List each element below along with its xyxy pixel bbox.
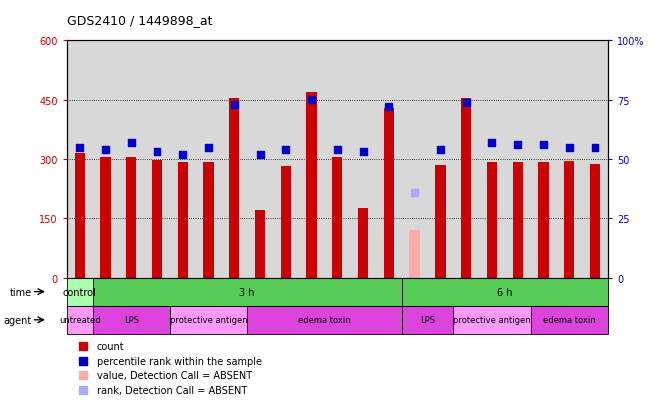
Point <box>178 152 188 158</box>
Bar <box>530 306 608 334</box>
Point <box>126 140 136 146</box>
Text: untreated: untreated <box>59 316 100 325</box>
Point <box>281 147 291 154</box>
Bar <box>454 306 530 334</box>
Text: control: control <box>63 287 97 297</box>
Bar <box>170 306 247 334</box>
Point <box>461 100 472 106</box>
Point <box>229 102 240 109</box>
Text: agent: agent <box>3 315 31 325</box>
Text: LPS: LPS <box>124 316 139 325</box>
Text: rank, Detection Call = ABSENT: rank, Detection Call = ABSENT <box>97 385 246 395</box>
Point <box>480 267 490 274</box>
Point <box>486 140 497 146</box>
Bar <box>307 93 317 278</box>
Text: 6 h: 6 h <box>497 287 512 297</box>
Bar <box>255 210 265 278</box>
Bar <box>512 162 523 278</box>
Bar <box>247 306 401 334</box>
Bar <box>67 306 93 334</box>
Text: edema toxin: edema toxin <box>298 316 351 325</box>
Bar <box>564 161 574 278</box>
Point <box>152 149 162 156</box>
Bar <box>401 278 608 306</box>
Bar <box>67 211 608 278</box>
Text: edema toxin: edema toxin <box>543 316 596 325</box>
Point <box>255 152 265 158</box>
Bar <box>436 166 446 278</box>
Point <box>480 134 490 141</box>
Bar <box>409 230 420 278</box>
Text: protective antigen: protective antigen <box>170 316 247 325</box>
Bar <box>100 158 111 278</box>
Point <box>538 142 549 149</box>
Bar <box>203 162 214 278</box>
Text: protective antigen: protective antigen <box>453 316 531 325</box>
Point <box>480 1 490 8</box>
Bar <box>590 164 600 278</box>
Text: LPS: LPS <box>420 316 435 325</box>
Bar <box>93 306 170 334</box>
Point <box>564 145 574 151</box>
Bar <box>487 162 497 278</box>
Bar <box>461 98 472 278</box>
Point <box>409 190 420 196</box>
Point <box>512 142 523 149</box>
Bar <box>281 166 291 278</box>
Point <box>358 149 369 156</box>
Point <box>100 147 111 154</box>
Text: percentile rank within the sample: percentile rank within the sample <box>97 356 262 366</box>
Point <box>74 145 85 151</box>
Text: count: count <box>97 341 124 351</box>
Bar <box>93 278 401 306</box>
Bar <box>358 208 368 278</box>
Text: value, Detection Call = ABSENT: value, Detection Call = ABSENT <box>97 370 252 380</box>
Point <box>383 104 394 111</box>
Bar <box>538 162 548 278</box>
Text: GDS2410 / 1449898_at: GDS2410 / 1449898_at <box>67 14 212 27</box>
Point <box>306 97 317 104</box>
Point <box>203 145 214 151</box>
Bar <box>383 108 394 278</box>
Point <box>332 147 343 154</box>
Bar <box>126 158 136 278</box>
Bar <box>332 158 343 278</box>
Bar <box>401 306 454 334</box>
Bar <box>67 278 93 306</box>
Text: time: time <box>9 287 31 297</box>
Bar <box>178 162 188 278</box>
Bar <box>229 98 239 278</box>
Point <box>590 145 601 151</box>
Bar <box>75 154 85 278</box>
Bar <box>152 160 162 278</box>
Point <box>435 147 446 154</box>
Text: 3 h: 3 h <box>239 287 255 297</box>
